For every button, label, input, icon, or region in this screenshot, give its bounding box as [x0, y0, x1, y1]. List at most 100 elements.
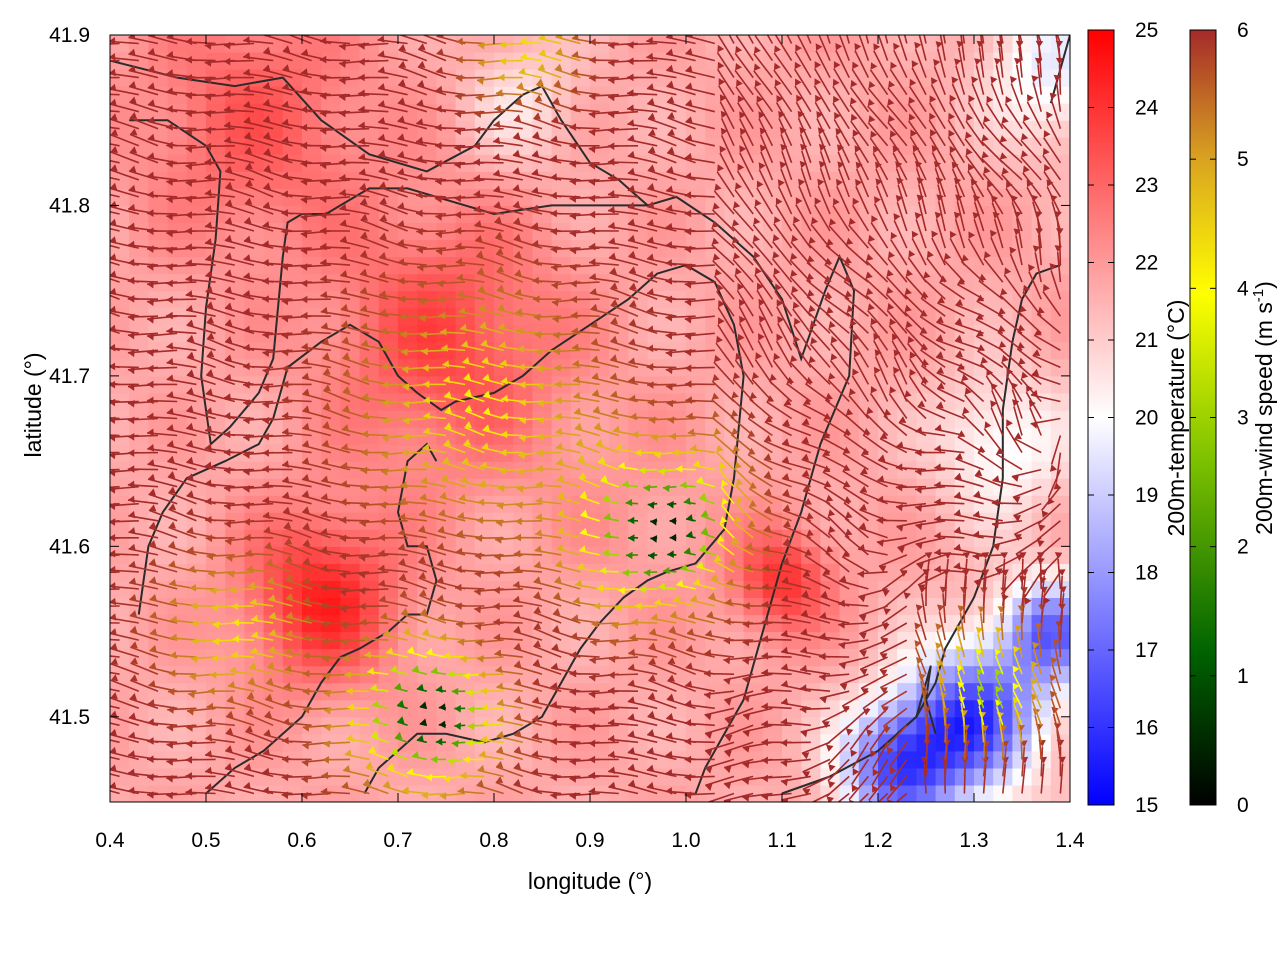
wind-arrow-head	[89, 449, 96, 457]
heatmap-cell	[1012, 529, 1032, 547]
wind-arrow-head	[89, 58, 96, 66]
wind-arrow-head	[90, 485, 97, 493]
heatmap-cell	[801, 683, 821, 701]
heatmap-cell	[417, 649, 437, 667]
heatmap-cell	[129, 717, 149, 735]
heatmap-cell	[110, 205, 130, 223]
heatmap-cell	[590, 461, 610, 479]
heatmap-cell	[283, 188, 303, 206]
heatmap-cell	[936, 86, 956, 104]
heatmap-cell	[1012, 240, 1032, 258]
wind-arrow-head	[90, 634, 97, 642]
heatmap-cell	[571, 495, 591, 513]
heatmap-cell	[705, 69, 725, 87]
wind-arrow-head	[90, 586, 97, 594]
heatmap-cell	[398, 768, 418, 786]
heatmap-cell	[532, 257, 552, 275]
heatmap-cell	[974, 376, 994, 394]
wind-arrow-shaft	[89, 61, 119, 62]
heatmap-cell	[1032, 52, 1052, 70]
heatmap-cell	[763, 393, 783, 411]
heatmap-cell	[1032, 478, 1052, 496]
wind-arrow-head	[89, 74, 96, 82]
heatmap-cell	[513, 325, 533, 343]
heatmap-cell	[590, 563, 610, 581]
heatmap-cell	[801, 563, 821, 581]
heatmap-cell	[1051, 376, 1071, 394]
heatmap-cell	[494, 410, 514, 428]
heatmap-cell	[340, 376, 360, 394]
heatmap-cell	[974, 632, 994, 650]
heatmap-cell	[283, 700, 303, 718]
heatmap-cell	[955, 240, 975, 258]
wind-arrow-head	[90, 747, 97, 754]
wind-arrow-head	[90, 713, 97, 720]
heatmap-cell	[840, 598, 860, 616]
wind-arrow-head	[90, 664, 97, 671]
heatmap-cell	[936, 410, 956, 428]
heatmap-cell	[417, 717, 437, 735]
heatmap-cell	[110, 342, 130, 360]
heatmap-cell	[302, 649, 322, 667]
heatmap-cell	[379, 308, 399, 326]
heatmap-cell	[628, 410, 648, 428]
heatmap-cell	[840, 137, 860, 155]
heatmap-cell	[571, 598, 591, 616]
heatmap-cell	[897, 461, 917, 479]
heatmap-cell	[667, 785, 687, 803]
heatmap-cell	[571, 615, 591, 633]
heatmap-cell	[859, 103, 879, 121]
heatmap-cell	[168, 103, 188, 121]
heatmap-cell	[398, 120, 418, 138]
heatmap-cell	[724, 137, 744, 155]
heatmap-cell	[859, 359, 879, 377]
heatmap-cell	[168, 615, 188, 633]
wind-arrow-head	[90, 731, 97, 738]
heatmap-cell	[1012, 274, 1032, 292]
heatmap-cell	[590, 529, 610, 547]
heatmap-cell	[340, 461, 360, 479]
heatmap-cell	[609, 461, 629, 479]
heatmap-cell	[936, 683, 956, 701]
heatmap-cell	[398, 751, 418, 769]
wind-arrow-head	[89, 41, 96, 49]
heatmap-cell	[417, 666, 437, 684]
heatmap-cell	[897, 700, 917, 718]
heatmap-cell	[782, 376, 802, 394]
heatmap-cell	[628, 376, 648, 394]
heatmap-cell	[206, 393, 226, 411]
heatmap-cell	[360, 410, 380, 428]
wind-arrow-head	[90, 520, 97, 528]
wind-arrow-head	[90, 619, 97, 627]
wind-arrow-head	[90, 696, 97, 703]
heatmap-cell	[1051, 120, 1071, 138]
wind-arrow-head	[90, 603, 97, 611]
heatmap-cell	[705, 137, 725, 155]
heatmap-cell	[129, 785, 149, 803]
heatmap-cell	[379, 325, 399, 343]
heatmap-cell	[206, 495, 226, 513]
heatmap-cell	[494, 393, 514, 411]
heatmap-cell	[667, 240, 687, 258]
heatmap-cell	[360, 785, 380, 803]
heatmap-cell	[552, 171, 572, 189]
heatmap-cell	[1032, 461, 1052, 479]
heatmap-cell	[782, 154, 802, 172]
heatmap-cell	[379, 700, 399, 718]
heatmap-cell	[417, 171, 437, 189]
heatmap-cell	[897, 683, 917, 701]
heatmap-cell	[456, 35, 476, 53]
heatmap-cell	[417, 700, 437, 718]
heatmap-cell	[878, 546, 898, 564]
heatmap-cell	[283, 666, 303, 684]
heatmap-cell	[360, 393, 380, 411]
wind-arrow-head	[90, 680, 97, 687]
wind-arrow-head	[90, 151, 97, 158]
heatmap-cell	[1012, 69, 1032, 87]
wind-arrow-head	[418, 27, 425, 34]
heatmap-cell	[609, 495, 629, 513]
heatmap-cell	[897, 205, 917, 223]
heatmap-cell	[974, 666, 994, 684]
